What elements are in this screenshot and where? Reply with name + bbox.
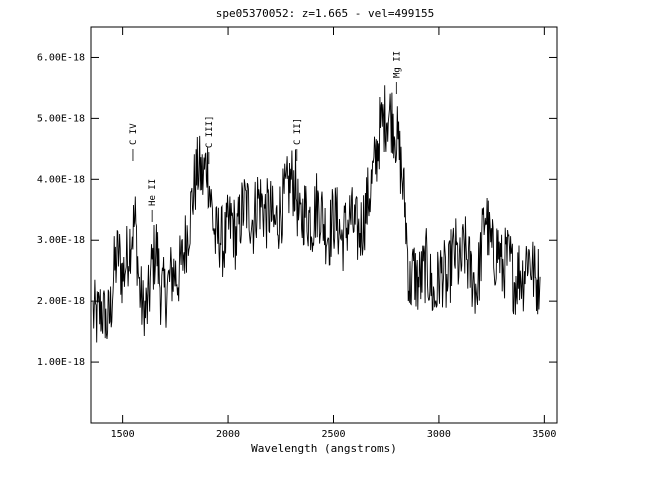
x-tick-label: 1500	[111, 429, 135, 440]
x-tick-label: 2500	[321, 429, 345, 440]
plot-frame	[90, 26, 558, 424]
y-tick-label: 5.00E-18	[37, 113, 85, 124]
emission-line-label: C II]	[293, 118, 303, 145]
x-axis: 1500 2000 2500 3000 3500	[111, 27, 556, 440]
emission-line-label: Mg II	[392, 51, 402, 78]
y-tick-label: 1.00E-18	[37, 357, 85, 368]
emission-line-markers: C IV He II C III] C II] Mg II	[129, 51, 402, 222]
y-tick-label: 2.00E-18	[37, 296, 85, 307]
y-tick-label: 3.00E-18	[37, 235, 85, 246]
y-tick-label: 6.00E-18	[37, 52, 85, 63]
y-axis: 1.00E-18 2.00E-18 3.00E-18 4.00E-18 5.00E-18…	[37, 52, 557, 368]
emission-line-label: C III]	[205, 116, 215, 149]
spectrum-line	[92, 85, 541, 343]
x-axis-title: Wavelength (angstroms)	[251, 442, 397, 455]
x-tick-label: 2000	[216, 429, 240, 440]
emission-line-label: C IV	[129, 123, 139, 145]
x-tick-label: 3500	[532, 429, 556, 440]
y-tick-label: 4.00E-18	[37, 174, 85, 185]
x-tick-label: 3000	[427, 429, 451, 440]
chart-title: spe05370052: z=1.665 - vel=499155	[216, 7, 435, 20]
emission-line-label: He II	[148, 179, 158, 206]
